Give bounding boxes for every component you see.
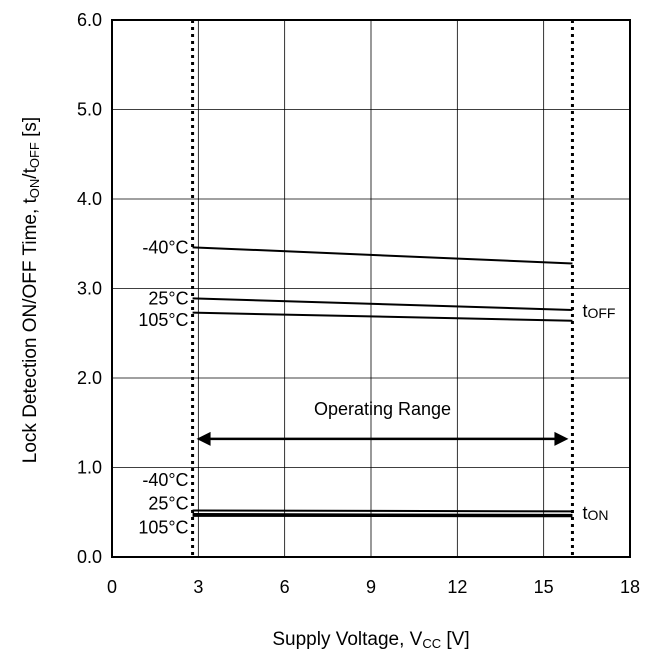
y-tick-label: 5.0 [77,100,102,120]
group-label: tOFF [582,301,615,321]
group-label-sub: OFF [587,305,615,321]
x-tick-label: 18 [620,577,640,597]
y-axis-title-unit: [s] [20,117,41,142]
x-tick-label: 15 [534,577,554,597]
y-axis-title-sub-off: OFF [27,142,42,168]
x-axis-title-unit: [V] [441,629,470,650]
grid [112,20,630,557]
y-tick-label: 3.0 [77,279,102,299]
y-axis-title-main: Lock Detection ON/OFF Time, t [20,197,41,463]
group-label-main: t [582,301,587,321]
y-tick-label: 0.0 [77,547,102,567]
x-axis-title-sub: CC [422,636,441,651]
y-tick-label: 2.0 [77,368,102,388]
y-tick-label: 4.0 [77,189,102,209]
series-lines [192,246,573,518]
series-label: -40°C [142,237,188,257]
y-tick-label: 1.0 [77,458,102,478]
series-line [192,311,573,322]
series-line [192,513,573,516]
y-axis-title-mid: /t [20,167,41,178]
x-axis-title: Supply Voltage, VCC [V] [272,629,469,651]
plot-frame [111,19,631,558]
series-label: 105°C [138,517,188,537]
x-tick-label: 6 [280,577,290,597]
group-label: tON [582,503,608,523]
y-axis-ticks: 0.0 1.0 2.0 3.0 4.0 5.0 6.0 [77,10,102,567]
operating-range-arrowhead-right [554,431,569,446]
x-tick-label: 9 [366,577,376,597]
series-line [192,297,573,311]
operating-range-label: Operating Range [314,399,451,419]
x-tick-label: 0 [107,577,117,597]
series-label: 25°C [148,288,188,308]
y-axis-title: Lock Detection ON/OFF Time, tON/tOFF [s] [20,117,42,463]
x-axis-ticks: 0 3 6 9 12 15 18 [107,577,640,597]
x-tick-label: 12 [447,577,467,597]
x-axis-title-main: Supply Voltage, V [272,629,422,650]
group-label-sub: ON [587,507,608,523]
series-label: 105°C [138,310,188,330]
y-axis-title-sub-on: ON [27,179,42,199]
x-tick-label: 3 [193,577,203,597]
operating-range-arrowhead-left [196,431,211,446]
group-label-main: t [582,503,587,523]
series-line [192,246,573,265]
series-label: 25°C [148,493,188,513]
operating-range: Operating Range [191,20,574,557]
series-line [192,509,573,513]
y-tick-label: 6.0 [77,10,102,30]
series-label: -40°C [142,470,188,490]
